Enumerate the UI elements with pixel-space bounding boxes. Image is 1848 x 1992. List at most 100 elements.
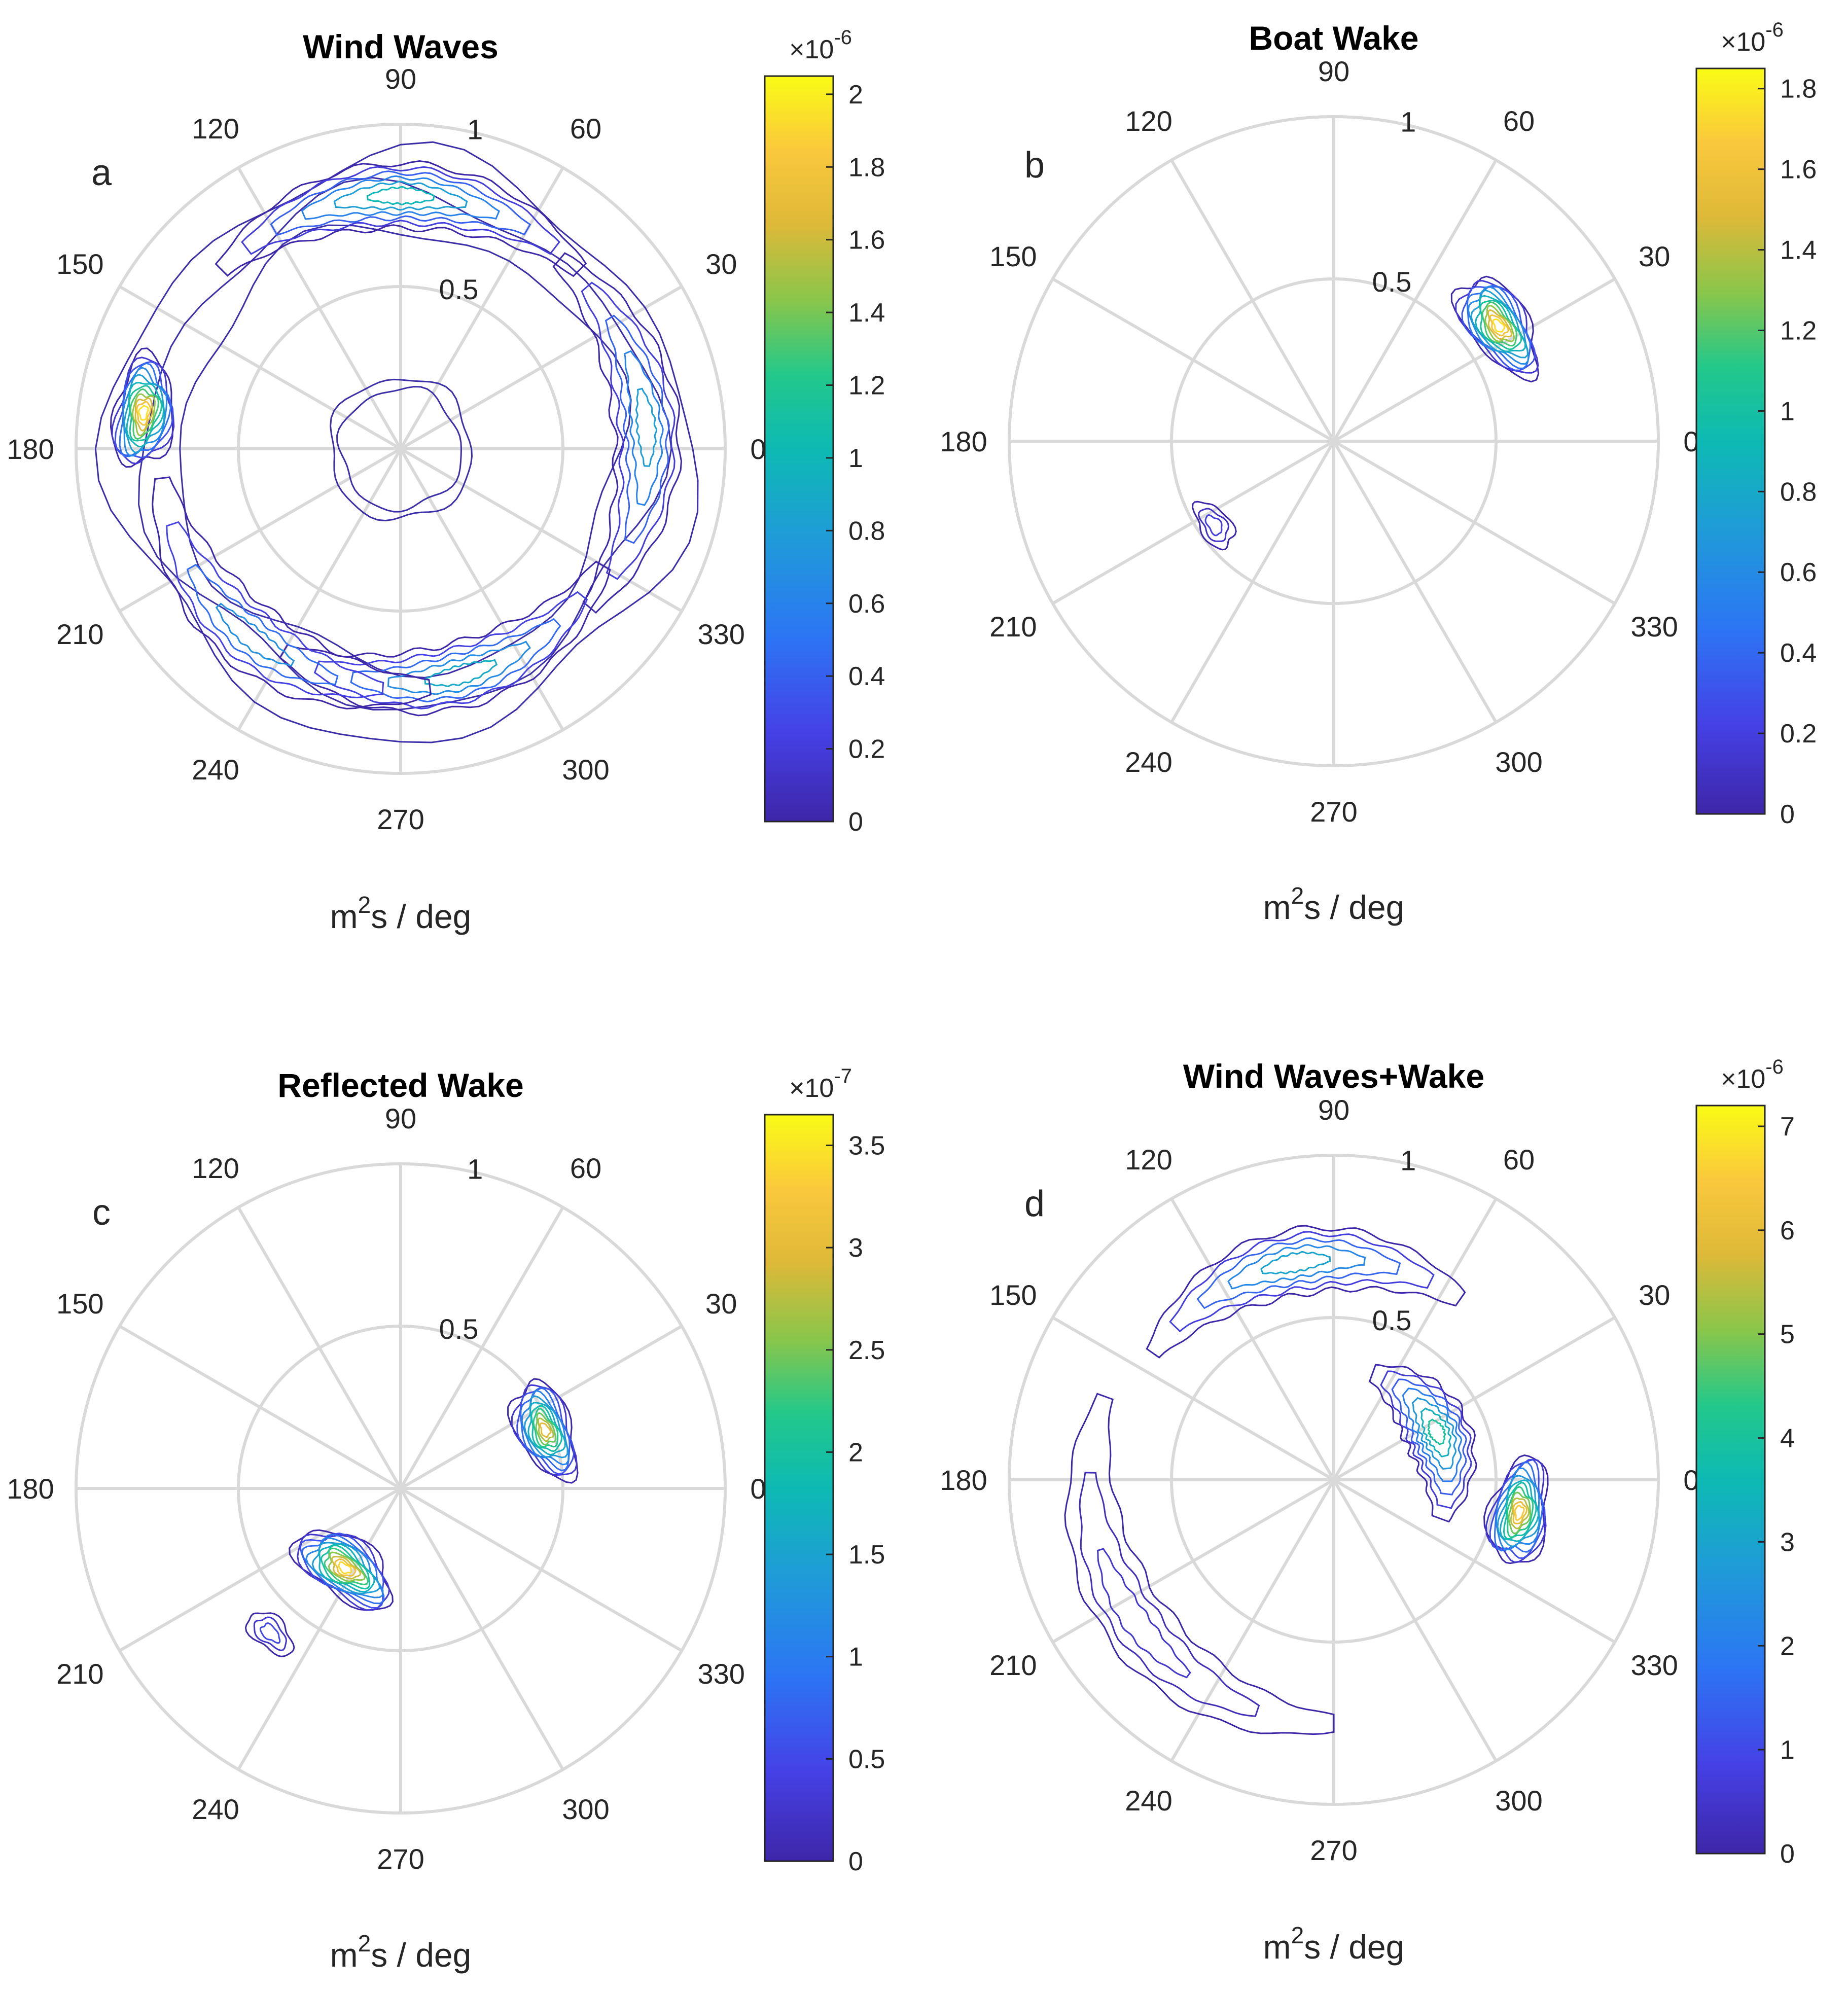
colorbar-exponent-power: -7 xyxy=(834,1065,852,1087)
colorbar-tick-label-7: 7 xyxy=(1780,1112,1795,1142)
contour-level-northeast-peak-9 xyxy=(1484,305,1515,342)
angle-tick-270: 270 xyxy=(1310,1834,1357,1866)
colorbar-tick-label-0: 0 xyxy=(1780,800,1795,829)
contour-level-northeast-peak-9 xyxy=(535,1412,557,1446)
contour-center-ring-1 xyxy=(330,378,473,522)
angle-tick-270: 270 xyxy=(1310,796,1357,828)
contour-level-southwest-arc-2 xyxy=(1097,1548,1191,1679)
panel-b: Boat Wake 0 30 60 90 120 150 180 210 240 270 300 330… xyxy=(940,19,1817,926)
contour-level-east-peak-8 xyxy=(1506,1486,1534,1538)
unit-sup: 2 xyxy=(1291,1922,1304,1948)
contour-level-northeast-band-0 xyxy=(1368,1364,1477,1523)
colorbar-tick-label-3: 0.6 xyxy=(848,589,885,619)
contour-level-northeast-band-4 xyxy=(1411,1397,1458,1470)
colorbar xyxy=(1695,1105,1766,1855)
colorbar-exponent-base: ×10 xyxy=(789,35,834,64)
angular-grid-spoke-150 xyxy=(119,285,402,450)
contour-east-peak xyxy=(1483,1454,1549,1564)
angular-grid-spoke-60 xyxy=(399,1206,564,1489)
contour-level-south-band-2 xyxy=(350,618,561,703)
colorbar-tick-label-5: 1 xyxy=(848,444,863,473)
contour-level-east-band-1 xyxy=(581,281,676,580)
angle-tick-60: 60 xyxy=(1503,105,1535,137)
colorbar-tick-label-4: 0.8 xyxy=(848,516,885,546)
colorbar-exponent-base: ×10 xyxy=(789,1074,834,1103)
contour-level-west-peak-11 xyxy=(136,401,152,426)
colorbar-tick-label-3: 3 xyxy=(1780,1527,1795,1557)
angular-grid-spoke-120 xyxy=(237,1206,402,1489)
contour-layer xyxy=(94,141,699,743)
contour-outer-ring-2 xyxy=(94,141,699,743)
colorbar-tick-label-4: 0.8 xyxy=(1780,477,1817,507)
contour-level-northeast-peak-8 xyxy=(1481,301,1517,347)
colorbar-exponent: ×10-6 xyxy=(1721,1056,1784,1094)
contour-level-north-band-0 xyxy=(1146,1225,1466,1359)
contour-level-southwest-tail-0 xyxy=(1192,501,1237,551)
unit-label: m2s / deg xyxy=(1263,882,1405,926)
contour-level-north-band-2 xyxy=(1196,1237,1401,1309)
contour-level-northeast-peak-10 xyxy=(1487,309,1513,340)
angular-grid-spoke-300 xyxy=(1332,1479,1498,1762)
contour-southwest-peak xyxy=(289,1529,394,1611)
contour-west-peak xyxy=(110,347,175,468)
unit-base: m xyxy=(1263,888,1291,926)
angle-tick-30: 30 xyxy=(1639,1279,1670,1311)
colorbar-tick-label-7: 3.5 xyxy=(848,1131,885,1160)
angle-tick-90: 90 xyxy=(1318,1094,1349,1126)
colorbar-tick-label-4: 4 xyxy=(1780,1424,1795,1453)
radial-tick-1: 1 xyxy=(467,114,483,146)
contour-level-north-band-2 xyxy=(270,170,531,236)
angular-grid-spoke-120 xyxy=(237,167,402,450)
contour-level-northeast-band-6 xyxy=(1427,1418,1446,1445)
contour-level-southwest-band-3 xyxy=(216,602,295,667)
colorbar-tick-label-1: 0.2 xyxy=(848,735,885,764)
colorbar-exponent-power: -6 xyxy=(1765,1056,1784,1078)
angular-grid-spoke-60 xyxy=(399,167,564,450)
contour-level-southwest-band-1 xyxy=(166,521,384,699)
unit-rest: s / deg xyxy=(1304,1928,1404,1966)
panel-letter: c xyxy=(92,1192,111,1233)
angle-tick-120: 120 xyxy=(1125,1144,1172,1176)
contour-southwest-tail xyxy=(1192,501,1237,551)
contour-level-northeast-peak-12 xyxy=(1492,318,1506,333)
contour-level-east-peak-4 xyxy=(1495,1467,1540,1551)
angular-grid-spoke-330 xyxy=(400,447,683,613)
unit-base: m xyxy=(330,898,358,935)
angle-tick-90: 90 xyxy=(1318,55,1349,87)
colorbar-tick-label-2: 2 xyxy=(1780,1631,1795,1661)
colorbar-tick-label-6: 3 xyxy=(848,1233,863,1263)
angular-grid-spoke-300 xyxy=(399,1487,564,1770)
contour-level-southwest-tail-2 xyxy=(1204,514,1223,537)
contour-level-east-peak-2 xyxy=(1489,1459,1546,1559)
contour-level-north-band-4 xyxy=(333,181,468,211)
angle-tick-330: 330 xyxy=(1630,1649,1678,1681)
panel-title: Reflected Wake xyxy=(277,1066,523,1104)
colorbar-tick-label-10: 2 xyxy=(848,80,863,110)
colorbar-tick-label-2: 0.4 xyxy=(848,662,885,691)
contour-level-southwest-peak-7 xyxy=(321,1544,371,1590)
colorbar-tick-label-7: 1.4 xyxy=(848,298,885,328)
contour-level-east-peak-6 xyxy=(1499,1479,1539,1542)
angle-tick-0: 0 xyxy=(750,433,766,465)
angle-tick-150: 150 xyxy=(989,1279,1037,1311)
contour-outer-ring-1 xyxy=(137,176,672,711)
contour-level-southwest-peak-9 xyxy=(328,1551,366,1582)
colorbar-tick-label-0: 0 xyxy=(848,807,863,837)
unit-base: m xyxy=(1263,1928,1291,1966)
contour-level-northeast-band-3 xyxy=(1402,1388,1463,1482)
angle-tick-210: 210 xyxy=(56,618,103,650)
angular-grid-spoke-60 xyxy=(1332,1198,1498,1481)
angular-grid-spoke-240 xyxy=(1170,1479,1335,1762)
angle-tick-300: 300 xyxy=(562,1793,609,1825)
contour-northeast-peak xyxy=(1450,275,1540,383)
angle-tick-180: 180 xyxy=(7,1473,54,1505)
contour-level-south-band-4 xyxy=(424,659,498,687)
angular-grid-spoke-210 xyxy=(119,447,402,613)
panel-letter: b xyxy=(1024,145,1045,186)
unit-sup: 2 xyxy=(358,1930,371,1957)
panel-title: Boat Wake xyxy=(1249,19,1419,57)
colorbar-exponent-base: ×10 xyxy=(1721,27,1765,57)
contour-southwest-band xyxy=(152,476,432,709)
unit-rest: s / deg xyxy=(1304,888,1404,926)
